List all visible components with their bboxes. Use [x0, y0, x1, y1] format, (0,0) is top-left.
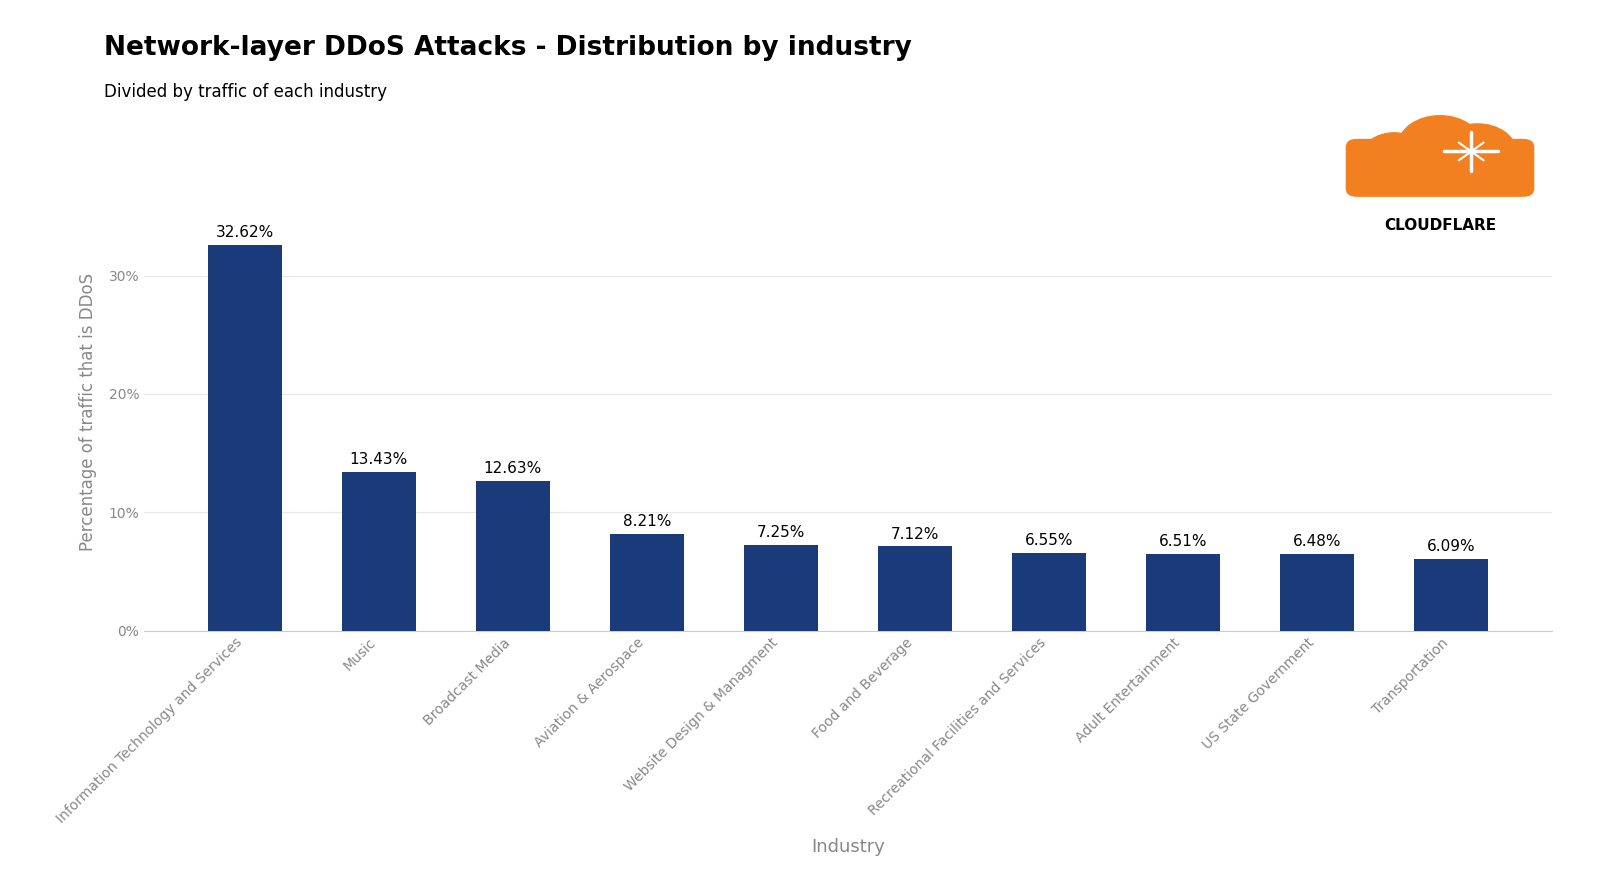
Circle shape [1398, 116, 1482, 175]
Bar [208, 244, 282, 631]
Bar [878, 547, 952, 631]
Text: 7.25%: 7.25% [757, 525, 805, 540]
Text: 6.48%: 6.48% [1293, 534, 1341, 549]
Text: 8.21%: 8.21% [622, 514, 670, 529]
Bar [1414, 559, 1488, 631]
Text: 12.63%: 12.63% [483, 462, 542, 477]
Y-axis label: Percentage of traffic that is DDoS: Percentage of traffic that is DDoS [80, 272, 98, 551]
Text: 7.12%: 7.12% [891, 526, 939, 541]
Bar [610, 533, 683, 631]
FancyBboxPatch shape [1347, 139, 1533, 196]
Bar [1146, 554, 1219, 631]
Circle shape [1438, 124, 1515, 179]
Text: 13.43%: 13.43% [350, 452, 408, 467]
Bar [1013, 553, 1086, 631]
Bar [1280, 554, 1354, 631]
Text: 32.62%: 32.62% [216, 225, 274, 240]
Bar [477, 481, 550, 631]
Text: 6.09%: 6.09% [1427, 539, 1475, 554]
Circle shape [1362, 133, 1427, 179]
Text: 6.55%: 6.55% [1024, 533, 1074, 548]
Bar [744, 545, 818, 631]
Text: Network-layer DDoS Attacks - Distribution by industry: Network-layer DDoS Attacks - Distributio… [104, 35, 912, 61]
Text: 6.51%: 6.51% [1158, 533, 1208, 549]
Bar [342, 472, 416, 631]
Text: Divided by traffic of each industry: Divided by traffic of each industry [104, 83, 387, 102]
Text: CLOUDFLARE: CLOUDFLARE [1384, 218, 1496, 233]
X-axis label: Industry: Industry [811, 837, 885, 856]
